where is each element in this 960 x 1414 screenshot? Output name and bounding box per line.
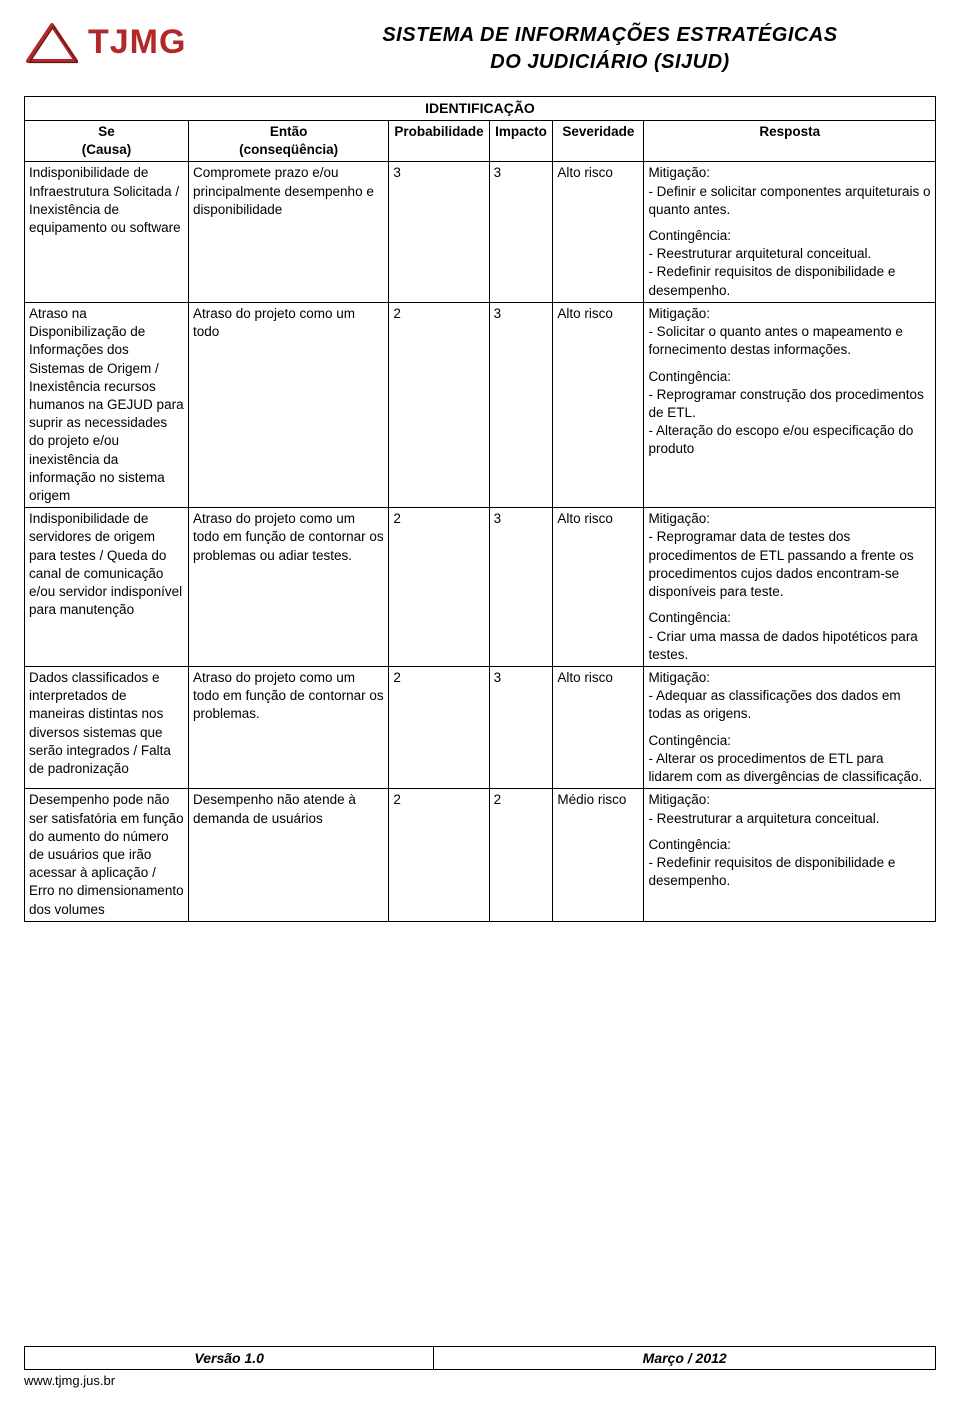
table-row: Desempenho pode não ser satisfatória em … [25,789,936,922]
cell-resp: Mitigação:- Solicitar o quanto antes o m… [644,302,936,507]
cell-entao: Desempenho não atende à demanda de usuár… [188,789,388,922]
cell-sev: Alto risco [553,508,644,667]
footer-bar: Versão 1.0 Março / 2012 [24,1346,936,1371]
footer-date: Março / 2012 [434,1347,936,1371]
footer: Versão 1.0 Março / 2012 www.tjmg.jus.br [24,1346,936,1390]
footer-version: Versão 1.0 [24,1347,434,1371]
cell-prob: 2 [389,789,489,922]
title-line-2: DO JUDICIÁRIO (SIJUD) [284,49,936,76]
cell-entao: Atraso do projeto como um todo em função… [188,508,388,667]
cell-se: Indisponibilidade de servidores de orige… [25,508,189,667]
cell-prob: 2 [389,508,489,667]
cell-imp: 3 [489,667,553,789]
col-header-resp: Resposta [644,120,936,161]
col-header-entao: Então (conseqüência) [188,120,388,161]
cell-sev: Alto risco [553,302,644,507]
cell-se: Desempenho pode não ser satisfatória em … [25,789,189,922]
table-row: Indisponibilidade de Infraestrutura Soli… [25,162,936,303]
footer-url: www.tjmg.jus.br [24,1372,936,1390]
cell-resp: Mitigação:- Reprogramar data de testes d… [644,508,936,667]
cell-resp: Mitigação:- Definir e solicitar componen… [644,162,936,303]
table-row: Indisponibilidade de servidores de orige… [25,508,936,667]
table-super-header: IDENTIFICAÇÃO [25,97,936,121]
cell-sev: Alto risco [553,162,644,303]
col-header-sev: Severidade [553,120,644,161]
cell-entao: Compromete prazo e/ou principalmente des… [188,162,388,303]
cell-prob: 2 [389,667,489,789]
cell-entao: Atraso do projeto como um todo em função… [188,667,388,789]
col-header-se: Se (Causa) [25,120,189,161]
title-line-1: SISTEMA DE INFORMAÇÕES ESTRATÉGICAS [284,22,936,49]
triangle-logo-icon [24,21,80,65]
cell-prob: 2 [389,302,489,507]
cell-imp: 3 [489,162,553,303]
col-header-prob: Probabilidade [389,120,489,161]
cell-se: Indisponibilidade de Infraestrutura Soli… [25,162,189,303]
cell-imp: 2 [489,789,553,922]
logo-text: TJMG [88,20,186,66]
page: TJMG SISTEMA DE INFORMAÇÕES ESTRATÉGICAS… [0,0,960,1414]
cell-imp: 3 [489,302,553,507]
cell-se: Dados classificados e interpretados de m… [25,667,189,789]
cell-sev: Alto risco [553,667,644,789]
risk-table: IDENTIFICAÇÃO Se (Causa) Então (conseqüê… [24,96,936,922]
cell-sev: Médio risco [553,789,644,922]
table-row: Dados classificados e interpretados de m… [25,667,936,789]
cell-prob: 3 [389,162,489,303]
col-header-imp: Impacto [489,120,553,161]
cell-resp: Mitigação:- Reestruturar a arquitetura c… [644,789,936,922]
cell-resp: Mitigação:- Adequar as classificações do… [644,667,936,789]
cell-imp: 3 [489,508,553,667]
cell-se: Atraso na Disponibilização de Informaçõe… [25,302,189,507]
system-title: SISTEMA DE INFORMAÇÕES ESTRATÉGICAS DO J… [284,20,936,76]
table-row: Atraso na Disponibilização de Informaçõe… [25,302,936,507]
header: TJMG SISTEMA DE INFORMAÇÕES ESTRATÉGICAS… [24,20,936,76]
logo-block: TJMG [24,20,284,66]
cell-entao: Atraso do projeto como um todo [188,302,388,507]
